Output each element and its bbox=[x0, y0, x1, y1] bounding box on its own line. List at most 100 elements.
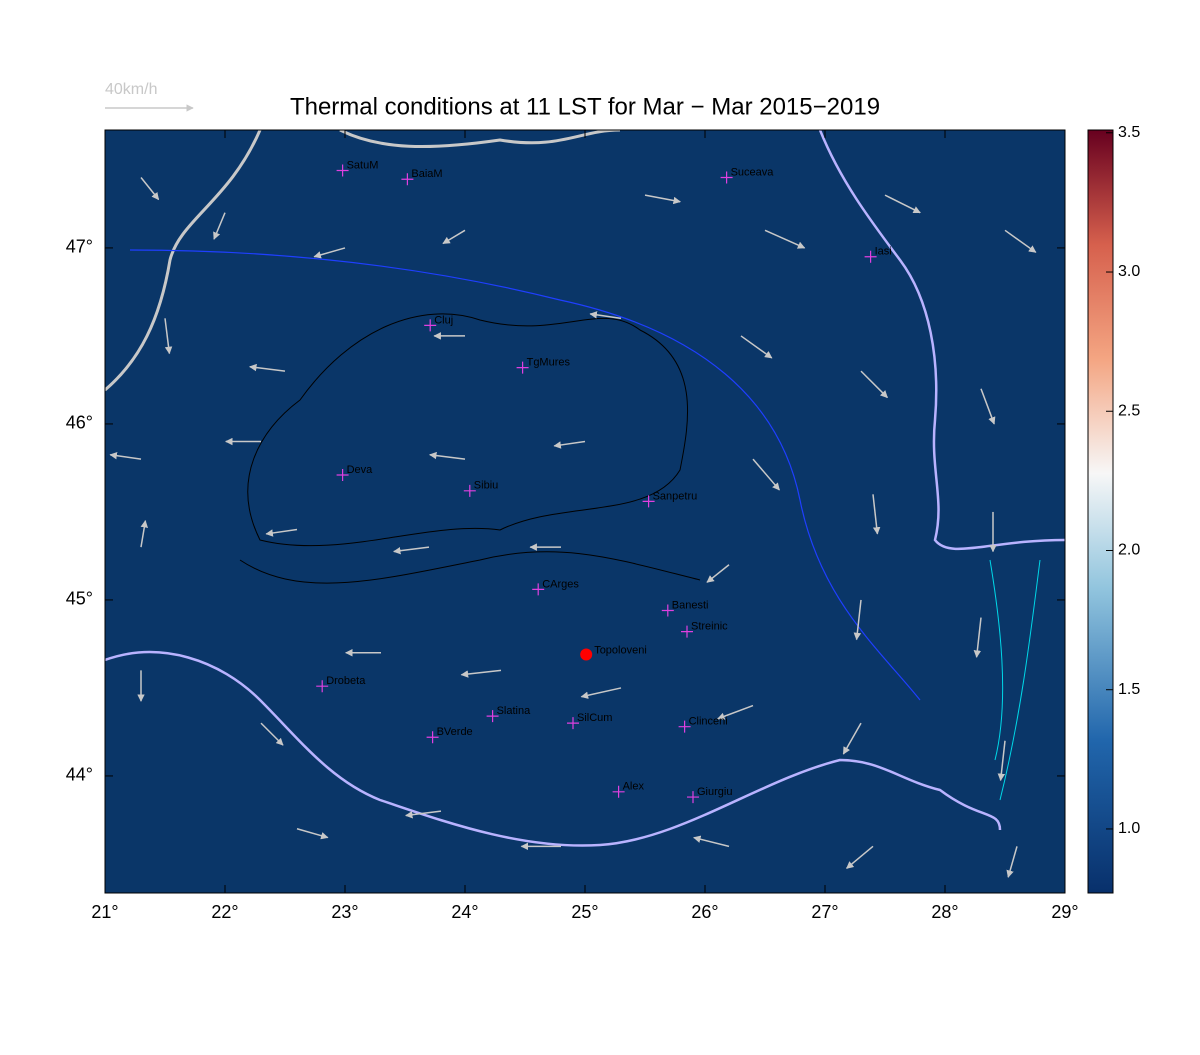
x-tick-label: 25° bbox=[571, 902, 598, 922]
colorbar-tick-label: 2.0 bbox=[1118, 542, 1140, 559]
station-marker bbox=[486, 710, 499, 723]
station-label: Giurgiu bbox=[697, 786, 732, 798]
wind-arrow bbox=[884, 194, 921, 214]
station-marker bbox=[720, 171, 733, 184]
wind-arrow bbox=[460, 669, 502, 678]
country-border bbox=[105, 130, 621, 392]
station-label: Iasi bbox=[875, 246, 892, 258]
station-label: Banesti bbox=[672, 599, 709, 611]
wind-arrow bbox=[872, 494, 881, 535]
wind-arrow bbox=[644, 194, 681, 205]
colorbar-tick-label: 1.5 bbox=[1118, 681, 1140, 698]
wind-arrow bbox=[140, 177, 160, 201]
station-marker bbox=[463, 484, 476, 497]
station-marker bbox=[661, 604, 674, 617]
y-tick-label: 47° bbox=[66, 237, 93, 257]
wind-arrow bbox=[164, 318, 173, 355]
wind-arrow bbox=[393, 546, 430, 555]
reference-label: 40km/h bbox=[105, 81, 157, 98]
station-marker bbox=[567, 717, 579, 730]
wind-arrow bbox=[260, 722, 284, 746]
wind-arrow bbox=[213, 212, 226, 240]
geography bbox=[105, 130, 1065, 847]
wind-arrow bbox=[405, 810, 442, 819]
wind-arrow bbox=[764, 229, 806, 249]
station-marker bbox=[678, 720, 691, 733]
station-marker bbox=[316, 680, 329, 693]
station-marker bbox=[612, 785, 625, 798]
station-label: Deva bbox=[347, 464, 374, 476]
station-label: Cluj bbox=[434, 314, 453, 326]
station-label: SatuM bbox=[347, 159, 379, 171]
station-marker bbox=[687, 791, 699, 804]
wind-arrow bbox=[842, 722, 862, 755]
colorbar-tick-label: 1.0 bbox=[1118, 820, 1140, 837]
wind-arrow bbox=[296, 828, 329, 840]
highlight-point bbox=[580, 648, 593, 661]
station-marker bbox=[532, 583, 545, 596]
wind-arrow bbox=[249, 363, 286, 372]
x-tick-label: 23° bbox=[331, 902, 358, 922]
wind-arrow bbox=[1004, 229, 1037, 253]
wind-arrow bbox=[846, 845, 874, 869]
field bbox=[105, 130, 1065, 893]
border bbox=[105, 650, 1002, 847]
station-marker bbox=[864, 250, 877, 263]
coastline bbox=[989, 559, 1041, 801]
station-label: Drobeta bbox=[326, 675, 366, 687]
station-label: Streinic bbox=[691, 621, 728, 633]
wind-arrow bbox=[997, 740, 1006, 782]
station-marker bbox=[401, 173, 414, 186]
station-label: Slatina bbox=[497, 705, 532, 717]
station-marker bbox=[642, 495, 655, 508]
river bbox=[129, 249, 921, 701]
station-label: Clinceni bbox=[689, 716, 728, 728]
wind-arrow bbox=[860, 370, 888, 399]
wind-arrow bbox=[589, 311, 622, 320]
wind-arrow bbox=[980, 388, 996, 425]
colorbar-tick-label: 3.0 bbox=[1118, 263, 1140, 280]
station-label: CArges bbox=[542, 578, 579, 590]
border bbox=[818, 130, 1065, 551]
wind-arrow bbox=[706, 564, 730, 583]
wind-arrow bbox=[429, 451, 466, 460]
wind-arrow bbox=[693, 835, 730, 848]
colorbar bbox=[1087, 129, 1114, 894]
wind-arrow bbox=[717, 704, 754, 720]
contour bbox=[239, 551, 701, 584]
station-label: Sibiu bbox=[474, 480, 498, 492]
station-marker bbox=[336, 468, 349, 481]
station-marker bbox=[516, 361, 529, 374]
station-marker bbox=[424, 319, 437, 332]
y-tick-label: 44° bbox=[66, 765, 93, 785]
wind-arrow bbox=[1006, 846, 1018, 878]
x-tick-label: 28° bbox=[931, 902, 958, 922]
y-tick-label: 46° bbox=[66, 413, 93, 433]
wind-arrow bbox=[442, 229, 466, 245]
wind-arrow bbox=[973, 617, 982, 658]
colorbar-tick-label: 2.5 bbox=[1118, 402, 1140, 419]
station-label: BaiaM bbox=[411, 168, 442, 180]
x-tick-label: 22° bbox=[211, 902, 238, 922]
wind-arrow bbox=[853, 599, 862, 641]
x-tick-label: 21° bbox=[91, 902, 118, 922]
x-tick-label: 24° bbox=[451, 902, 478, 922]
station-label: BVerde bbox=[437, 726, 473, 738]
wind-arrow bbox=[140, 520, 148, 548]
station-marker bbox=[681, 625, 693, 638]
wind-arrow bbox=[580, 687, 622, 699]
x-tick-label: 26° bbox=[691, 902, 718, 922]
station-label: Alex bbox=[623, 781, 645, 793]
station-label: SilCum bbox=[577, 712, 612, 724]
wind-arrow bbox=[265, 528, 298, 537]
station-label: TgMures bbox=[527, 357, 571, 369]
station-marker bbox=[426, 731, 439, 744]
highlight-label: Topoloveni bbox=[594, 644, 647, 656]
station-marker bbox=[336, 164, 349, 177]
station-label: Suceava bbox=[731, 166, 775, 178]
wind-arrow bbox=[313, 247, 346, 259]
wind-arrow bbox=[109, 451, 142, 460]
x-tick-label: 27° bbox=[811, 902, 838, 922]
station-label: Sanpetru bbox=[653, 490, 698, 502]
